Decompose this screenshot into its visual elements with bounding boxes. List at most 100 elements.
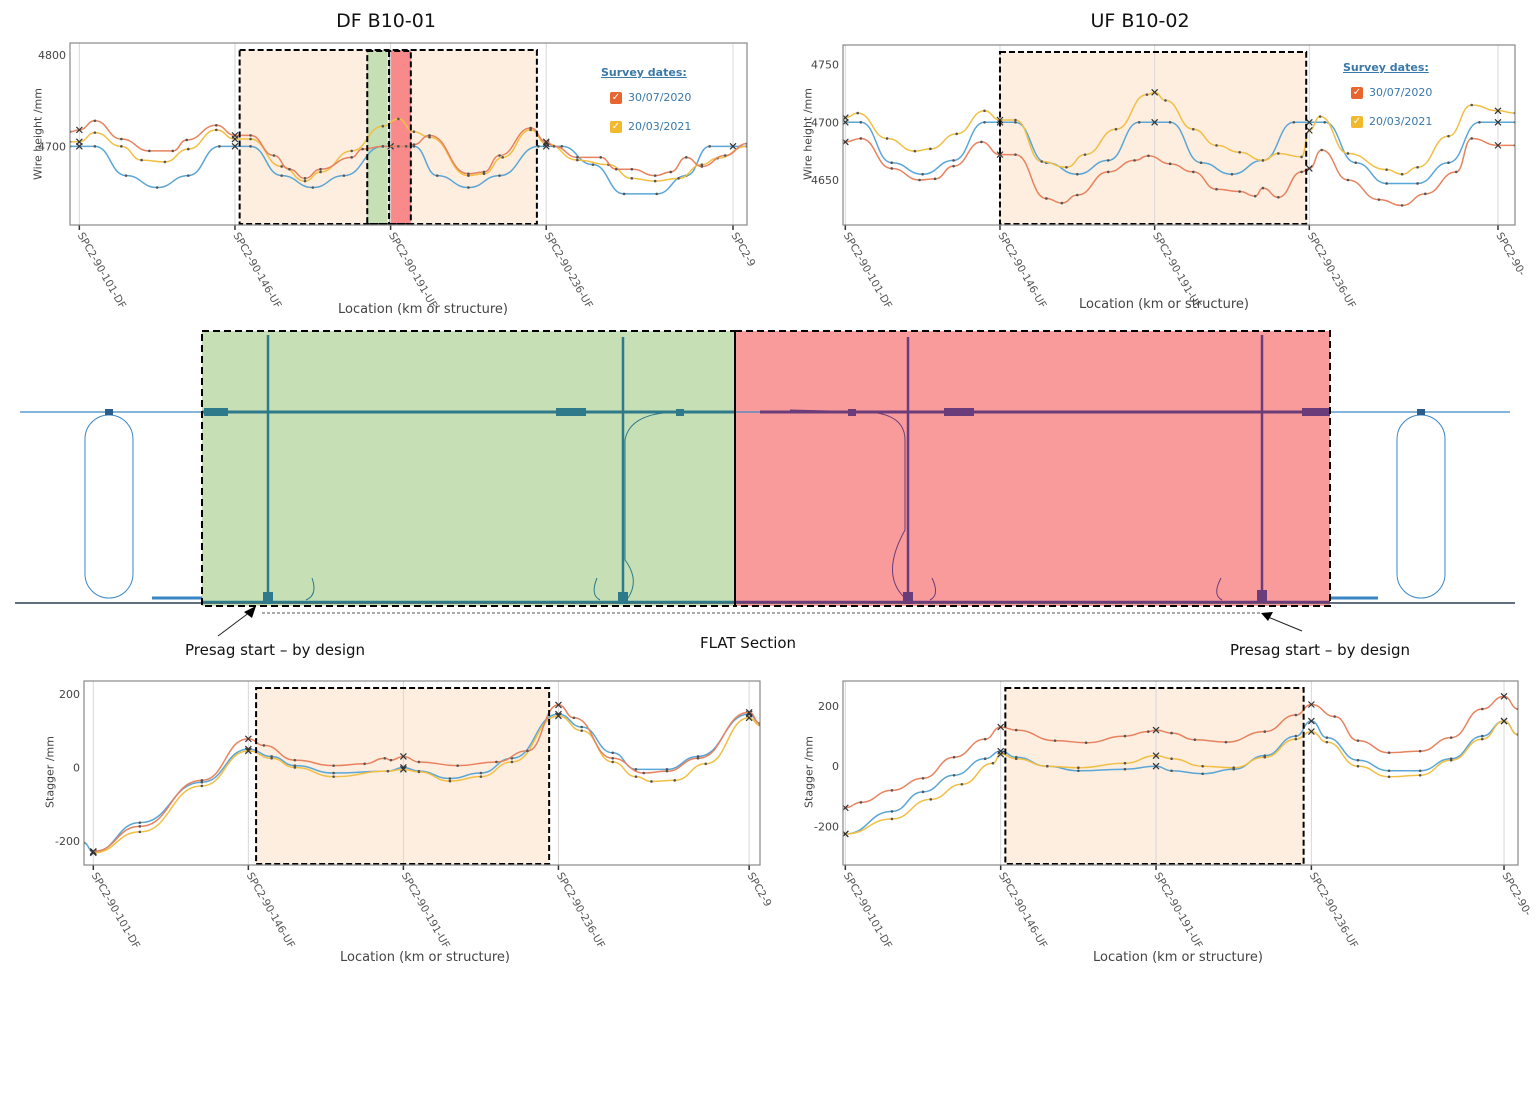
data-point [669, 170, 673, 174]
data-point [1387, 751, 1391, 754]
data-point [529, 126, 532, 130]
structure-marker [1152, 726, 1160, 734]
legend-item-2020[interactable]: ✓ 30/07/2020 [610, 91, 691, 104]
structure-marker [997, 750, 1005, 758]
data-point [859, 801, 863, 804]
data-point [955, 132, 958, 136]
data-point [929, 798, 933, 801]
x-tick-label: SPC2-90-101-DF [841, 231, 894, 311]
structure-marker [1152, 752, 1160, 760]
data-point [1277, 196, 1280, 199]
data-point [1201, 764, 1204, 768]
data-point [185, 138, 189, 142]
data-point [1261, 159, 1265, 162]
data-point [1387, 769, 1391, 773]
data-point [1416, 166, 1419, 169]
y-tick-label: 200 [818, 700, 839, 713]
checkbox-checked-icon[interactable]: ✓ [610, 120, 622, 133]
checkbox-checked-icon[interactable]: ✓ [1351, 115, 1363, 128]
red-band [389, 51, 411, 224]
data-point [1400, 172, 1404, 176]
data-point [696, 756, 700, 760]
data-point [1238, 190, 1242, 193]
data-point [479, 775, 483, 778]
x-tick-label: SPC2-90-146-UF [230, 231, 283, 311]
data-point [428, 134, 431, 137]
y-tick-label: 4750 [811, 59, 839, 72]
data-point [510, 760, 514, 764]
chart-0: SPC2-90-101-DF SPC2-90-146-UF SPC2-90-191-… [38, 42, 758, 311]
checkbox-checked-icon[interactable]: ✓ [1351, 86, 1363, 99]
data-point [319, 170, 322, 174]
data-point [417, 760, 421, 764]
dropper-wire [929, 577, 936, 601]
data-point [1106, 159, 1110, 162]
structure-marker [1152, 762, 1160, 770]
x-tick-label: SPC2-90-236-UF [1305, 231, 1358, 311]
series-group [84, 701, 760, 857]
y-tick-label: 4700 [811, 116, 839, 129]
tensioner-group [848, 408, 1330, 604]
data-point [677, 177, 680, 180]
data-point [93, 145, 97, 148]
data-point [1137, 121, 1141, 124]
data-point [412, 130, 416, 134]
structure-marker [89, 847, 97, 855]
plot-frame [842, 680, 1519, 866]
structure-marker [231, 142, 239, 150]
highlight-border [998, 51, 1308, 225]
data-point [124, 174, 128, 177]
red-zone [735, 331, 1330, 606]
data-point [580, 725, 583, 729]
legend-label: 30/07/2020 [628, 91, 692, 104]
data-point [293, 766, 297, 769]
data-point [186, 147, 190, 151]
data-point [1325, 736, 1329, 739]
x-tick-label: SPC2-90-146-UF [995, 231, 1048, 311]
legend-title: Survey dates: [1343, 61, 1429, 74]
x-tick-label: SPC2-90-146-UF [996, 871, 1049, 951]
data-point [467, 172, 470, 176]
structure-marker [1494, 141, 1502, 149]
structure-marker [1307, 728, 1315, 736]
data-point [1201, 772, 1204, 776]
data-point [332, 771, 335, 775]
structure-marker [75, 126, 83, 134]
structure-marker [399, 753, 407, 760]
data-point [249, 134, 252, 137]
data-point [552, 145, 556, 148]
data-point [479, 771, 483, 775]
data-point [218, 145, 221, 148]
checkbox-checked-icon[interactable]: ✓ [610, 91, 622, 104]
x-tick-label: SPC2-90-191-UF [1150, 231, 1203, 311]
structure-marker [1305, 126, 1313, 134]
data-point [495, 760, 498, 764]
data-point [1423, 192, 1427, 196]
data-point [1145, 93, 1149, 96]
data-point [501, 156, 504, 159]
data-point [1146, 730, 1150, 733]
legend-item-2021[interactable]: ✓ 20/03/2021 [610, 120, 691, 133]
data-point [1480, 734, 1484, 738]
data-point [467, 186, 470, 189]
data-point [1147, 154, 1150, 158]
data-point [1084, 741, 1088, 745]
data-point [1263, 730, 1267, 733]
data-point [952, 164, 955, 168]
data-point [1170, 757, 1173, 760]
data-point [249, 137, 252, 141]
data-point [1014, 757, 1018, 760]
data-point [1277, 152, 1280, 155]
data-point [498, 154, 501, 157]
data-point [1045, 764, 1049, 768]
y-tick-label: 4800 [38, 49, 66, 62]
data-point [303, 179, 307, 183]
highlight-region [1005, 688, 1304, 864]
data-point [1300, 170, 1303, 174]
data-point [572, 716, 576, 720]
tensioner [204, 408, 228, 416]
legend-item-2020[interactable]: ✓ 30/07/2020 [1351, 86, 1432, 99]
data-point [921, 172, 924, 176]
legend-item-2021[interactable]: ✓ 20/03/2021 [1351, 115, 1432, 128]
x-tick-label: SPC2-90- [1493, 231, 1527, 279]
